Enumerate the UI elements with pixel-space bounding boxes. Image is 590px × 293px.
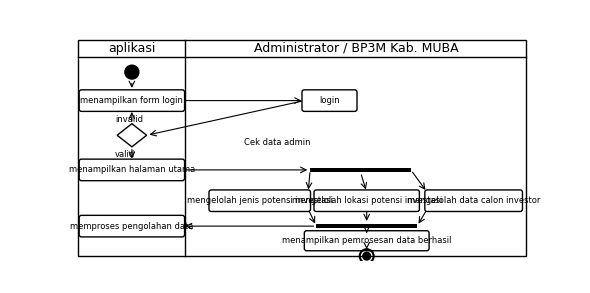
FancyBboxPatch shape <box>302 90 357 111</box>
Circle shape <box>363 252 371 260</box>
FancyBboxPatch shape <box>79 90 185 111</box>
FancyBboxPatch shape <box>425 190 523 212</box>
Text: aplikasi: aplikasi <box>108 42 156 55</box>
Text: menampilkan pemrosesan data berhasil: menampilkan pemrosesan data berhasil <box>282 236 451 245</box>
Text: valid: valid <box>115 150 135 159</box>
Circle shape <box>125 65 139 79</box>
Text: menampilkan halaman utama: menampilkan halaman utama <box>69 166 195 174</box>
Text: mengelolah lokasi potensi investasi: mengelolah lokasi potensi investasi <box>291 196 442 205</box>
FancyBboxPatch shape <box>79 159 185 181</box>
Text: mengelolah jenis potensi investasi: mengelolah jenis potensi investasi <box>187 196 333 205</box>
Text: Cek data admin: Cek data admin <box>244 139 311 147</box>
FancyBboxPatch shape <box>79 215 185 237</box>
FancyBboxPatch shape <box>209 190 310 212</box>
FancyBboxPatch shape <box>304 231 429 251</box>
Bar <box>310 168 411 172</box>
Text: mengelolah data calon investor: mengelolah data calon investor <box>407 196 540 205</box>
Text: login: login <box>319 96 340 105</box>
Text: memproses pengolahan data: memproses pengolahan data <box>70 222 194 231</box>
FancyBboxPatch shape <box>314 190 419 212</box>
Bar <box>316 224 417 229</box>
Polygon shape <box>117 124 146 147</box>
Text: Administrator / BP3M Kab. MUBA: Administrator / BP3M Kab. MUBA <box>254 42 458 55</box>
Text: menampilkan form login: menampilkan form login <box>80 96 183 105</box>
Text: invalid: invalid <box>115 115 143 124</box>
